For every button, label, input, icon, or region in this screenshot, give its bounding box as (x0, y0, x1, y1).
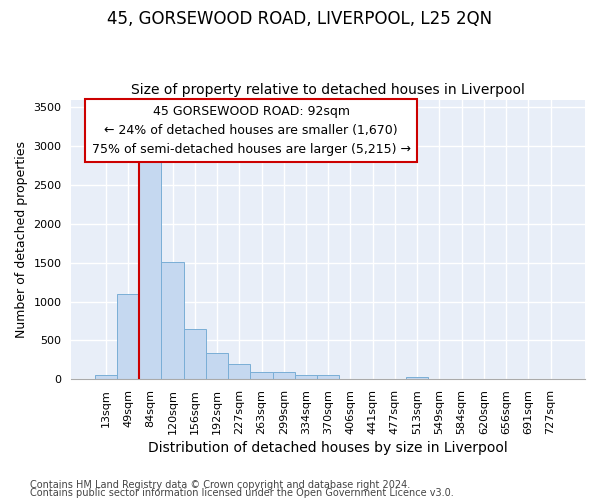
Bar (206, 353, 228, 379)
Bar (161, 262, 184, 379)
Text: 45, GORSEWOOD ROAD, LIVERPOOL, L25 2QN: 45, GORSEWOOD ROAD, LIVERPOOL, L25 2QN (107, 10, 493, 28)
Bar (272, 372, 295, 379)
Bar (95, 375, 117, 379)
Bar (250, 372, 272, 379)
Text: Contains HM Land Registry data © Crown copyright and database right 2024.: Contains HM Land Registry data © Crown c… (30, 480, 410, 490)
Bar (184, 330, 206, 379)
Bar (406, 377, 428, 379)
Bar (295, 375, 317, 379)
Text: 45 GORSEWOOD ROAD: 92sqm
← 24% of detached houses are smaller (1,670)
75% of sem: 45 GORSEWOOD ROAD: 92sqm ← 24% of detach… (92, 105, 410, 156)
Title: Size of property relative to detached houses in Liverpool: Size of property relative to detached ho… (131, 83, 525, 97)
Bar (117, 294, 139, 379)
Bar (139, 152, 161, 379)
Y-axis label: Number of detached properties: Number of detached properties (15, 141, 28, 338)
Bar (317, 375, 340, 379)
X-axis label: Distribution of detached houses by size in Liverpool: Distribution of detached houses by size … (148, 441, 508, 455)
Bar (228, 364, 250, 379)
Text: Contains public sector information licensed under the Open Government Licence v3: Contains public sector information licen… (30, 488, 454, 498)
